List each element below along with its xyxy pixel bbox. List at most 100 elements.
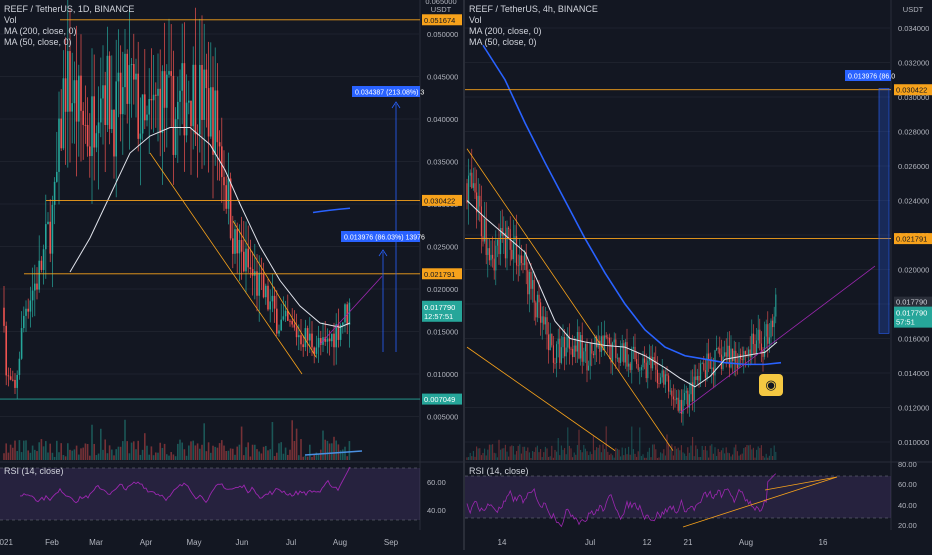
- daily-volume-bar: [93, 443, 95, 460]
- daily-candle-body: [139, 133, 142, 139]
- chart-pane-daily[interactable]: 0.065000USDT0.0600000.0550000.0500000.04…: [0, 0, 463, 550]
- daily-volume-bar: [18, 440, 21, 460]
- daily-candle-body: [199, 64, 201, 135]
- daily-price-tick: 0.010000: [427, 370, 458, 379]
- daily-candle-body: [256, 271, 258, 296]
- daily-volume-bar: [192, 440, 194, 460]
- 4h-volume-bar: [504, 444, 506, 460]
- daily-candle-body: [91, 96, 93, 157]
- 4h-volume-bar: [599, 444, 601, 460]
- 4h-candle-body: [639, 369, 641, 371]
- 4h-volume-bar: [528, 452, 530, 460]
- 4h-rsi-trendline: [682, 476, 838, 528]
- 4h-volume-bar: [469, 452, 471, 460]
- daily-candle-body: [14, 379, 16, 388]
- 4h-chart-canvas[interactable]: USDT 0.034000 0.032000 0.030000 0.028000 0.02…: [465, 0, 932, 550]
- 4h-candle-body: [487, 248, 489, 255]
- 4h-candle-body: [512, 240, 514, 260]
- 4h-volume-bar: [631, 426, 633, 460]
- 4h-volume-bar: [559, 455, 561, 460]
- daily-volume-bar: [276, 452, 278, 460]
- daily-candle-body: [84, 124, 87, 126]
- 4h-volume-bar: [530, 457, 532, 460]
- daily-candle-body: [203, 69, 205, 120]
- daily-candle-body: [328, 338, 331, 342]
- 4h-candle-body: [663, 370, 665, 385]
- daily-volume-bar: [320, 449, 322, 460]
- daily-candle-body: [295, 327, 298, 338]
- daily-candle-body: [291, 320, 293, 325]
- daily-candle-body: [282, 316, 285, 320]
- 4h-volume-bar: [767, 457, 769, 460]
- daily-volume-bar: [302, 456, 304, 460]
- 4h-volume-bar: [544, 446, 546, 460]
- daily-chart-canvas[interactable]: 0.065000USDT0.0600000.0550000.0500000.04…: [0, 0, 463, 550]
- camera-icon[interactable]: ◉: [759, 374, 783, 396]
- daily-candle-body: [262, 273, 265, 298]
- 4h-partial-tag-bg: [894, 296, 932, 308]
- daily-volume-bar: [311, 456, 313, 460]
- 4h-volume-bar: [684, 453, 686, 460]
- daily-volume-bar: [137, 440, 139, 460]
- daily-volume-bar: [36, 451, 38, 460]
- 4h-candle-body: [564, 337, 566, 357]
- 4h-candle-body: [591, 343, 593, 354]
- daily-volume-bar: [221, 440, 223, 460]
- 4h-volume-bar: [560, 445, 562, 460]
- daily-candle-body: [64, 78, 67, 112]
- daily-level-tag-bg: [422, 268, 462, 280]
- 4h-volume-bar: [674, 446, 676, 460]
- 4h-volume-bar: [610, 453, 612, 460]
- daily-volume-bar: [75, 445, 78, 460]
- 4h-candle-body: [661, 370, 663, 378]
- daily-candle-body: [313, 347, 315, 354]
- 4h-volume-bar: [554, 449, 556, 460]
- daily-volume-bar: [141, 449, 144, 460]
- daily-volume-bar: [190, 441, 192, 460]
- daily-candle-body: [333, 333, 335, 348]
- daily-candle-body: [126, 53, 128, 104]
- 4h-volume-bar: [500, 449, 502, 460]
- 4h-candle-body: [495, 245, 497, 271]
- 4h-candle-body: [573, 345, 575, 358]
- daily-volume-bar: [27, 450, 29, 460]
- 4h-volume-bar: [679, 450, 681, 460]
- 4h-title: REEF / TetherUS, 4h, BINANCE: [469, 4, 598, 14]
- 4h-candle-body: [629, 363, 631, 370]
- 4h-candle-body: [674, 399, 676, 401]
- 4h-candle-body: [756, 340, 758, 354]
- daily-candle-body: [82, 110, 84, 125]
- 4h-volume-bar: [701, 445, 703, 460]
- 4h-volume-bar: [661, 453, 663, 460]
- 4h-volume-bar: [634, 453, 636, 460]
- daily-volume-bar: [196, 443, 199, 460]
- daily-volume-bar: [212, 445, 214, 460]
- daily-candle-body: [97, 122, 100, 134]
- 4h-volume-bar: [498, 439, 500, 460]
- daily-candle-body: [71, 103, 73, 112]
- daily-countdown: 12:57:51: [424, 312, 453, 321]
- daily-candle-body: [194, 64, 197, 135]
- daily-volume-bar: [295, 428, 298, 460]
- 4h-candle-body: [469, 172, 471, 176]
- 4h-volume-bar: [557, 437, 559, 460]
- 4h-volume-bar: [743, 448, 745, 460]
- 4h-volume-bar: [524, 446, 526, 460]
- 4h-volume-bar: [466, 457, 468, 460]
- pane-divider[interactable]: [463, 0, 465, 550]
- daily-volume-bar: [260, 453, 263, 460]
- 4h-candle-body: [692, 382, 694, 401]
- daily-volume-bar: [20, 452, 23, 460]
- daily-volume-bar: [122, 441, 124, 460]
- daily-candle-body: [304, 328, 307, 348]
- daily-time-tick: Feb: [45, 538, 59, 547]
- daily-volume-bar: [128, 453, 131, 460]
- 4h-volume-bar: [490, 444, 492, 460]
- daily-volume-bar: [38, 442, 40, 460]
- daily-volume-bar: [346, 456, 348, 460]
- daily-last-price: 0.017790: [424, 303, 455, 312]
- daily-ma50-line: [69, 127, 351, 328]
- 4h-axis-unit: USDT: [903, 5, 924, 14]
- chart-pane-4h[interactable]: USDT 0.034000 0.032000 0.030000 0.028000 0.02…: [465, 0, 932, 550]
- 4h-candle-body: [680, 399, 682, 414]
